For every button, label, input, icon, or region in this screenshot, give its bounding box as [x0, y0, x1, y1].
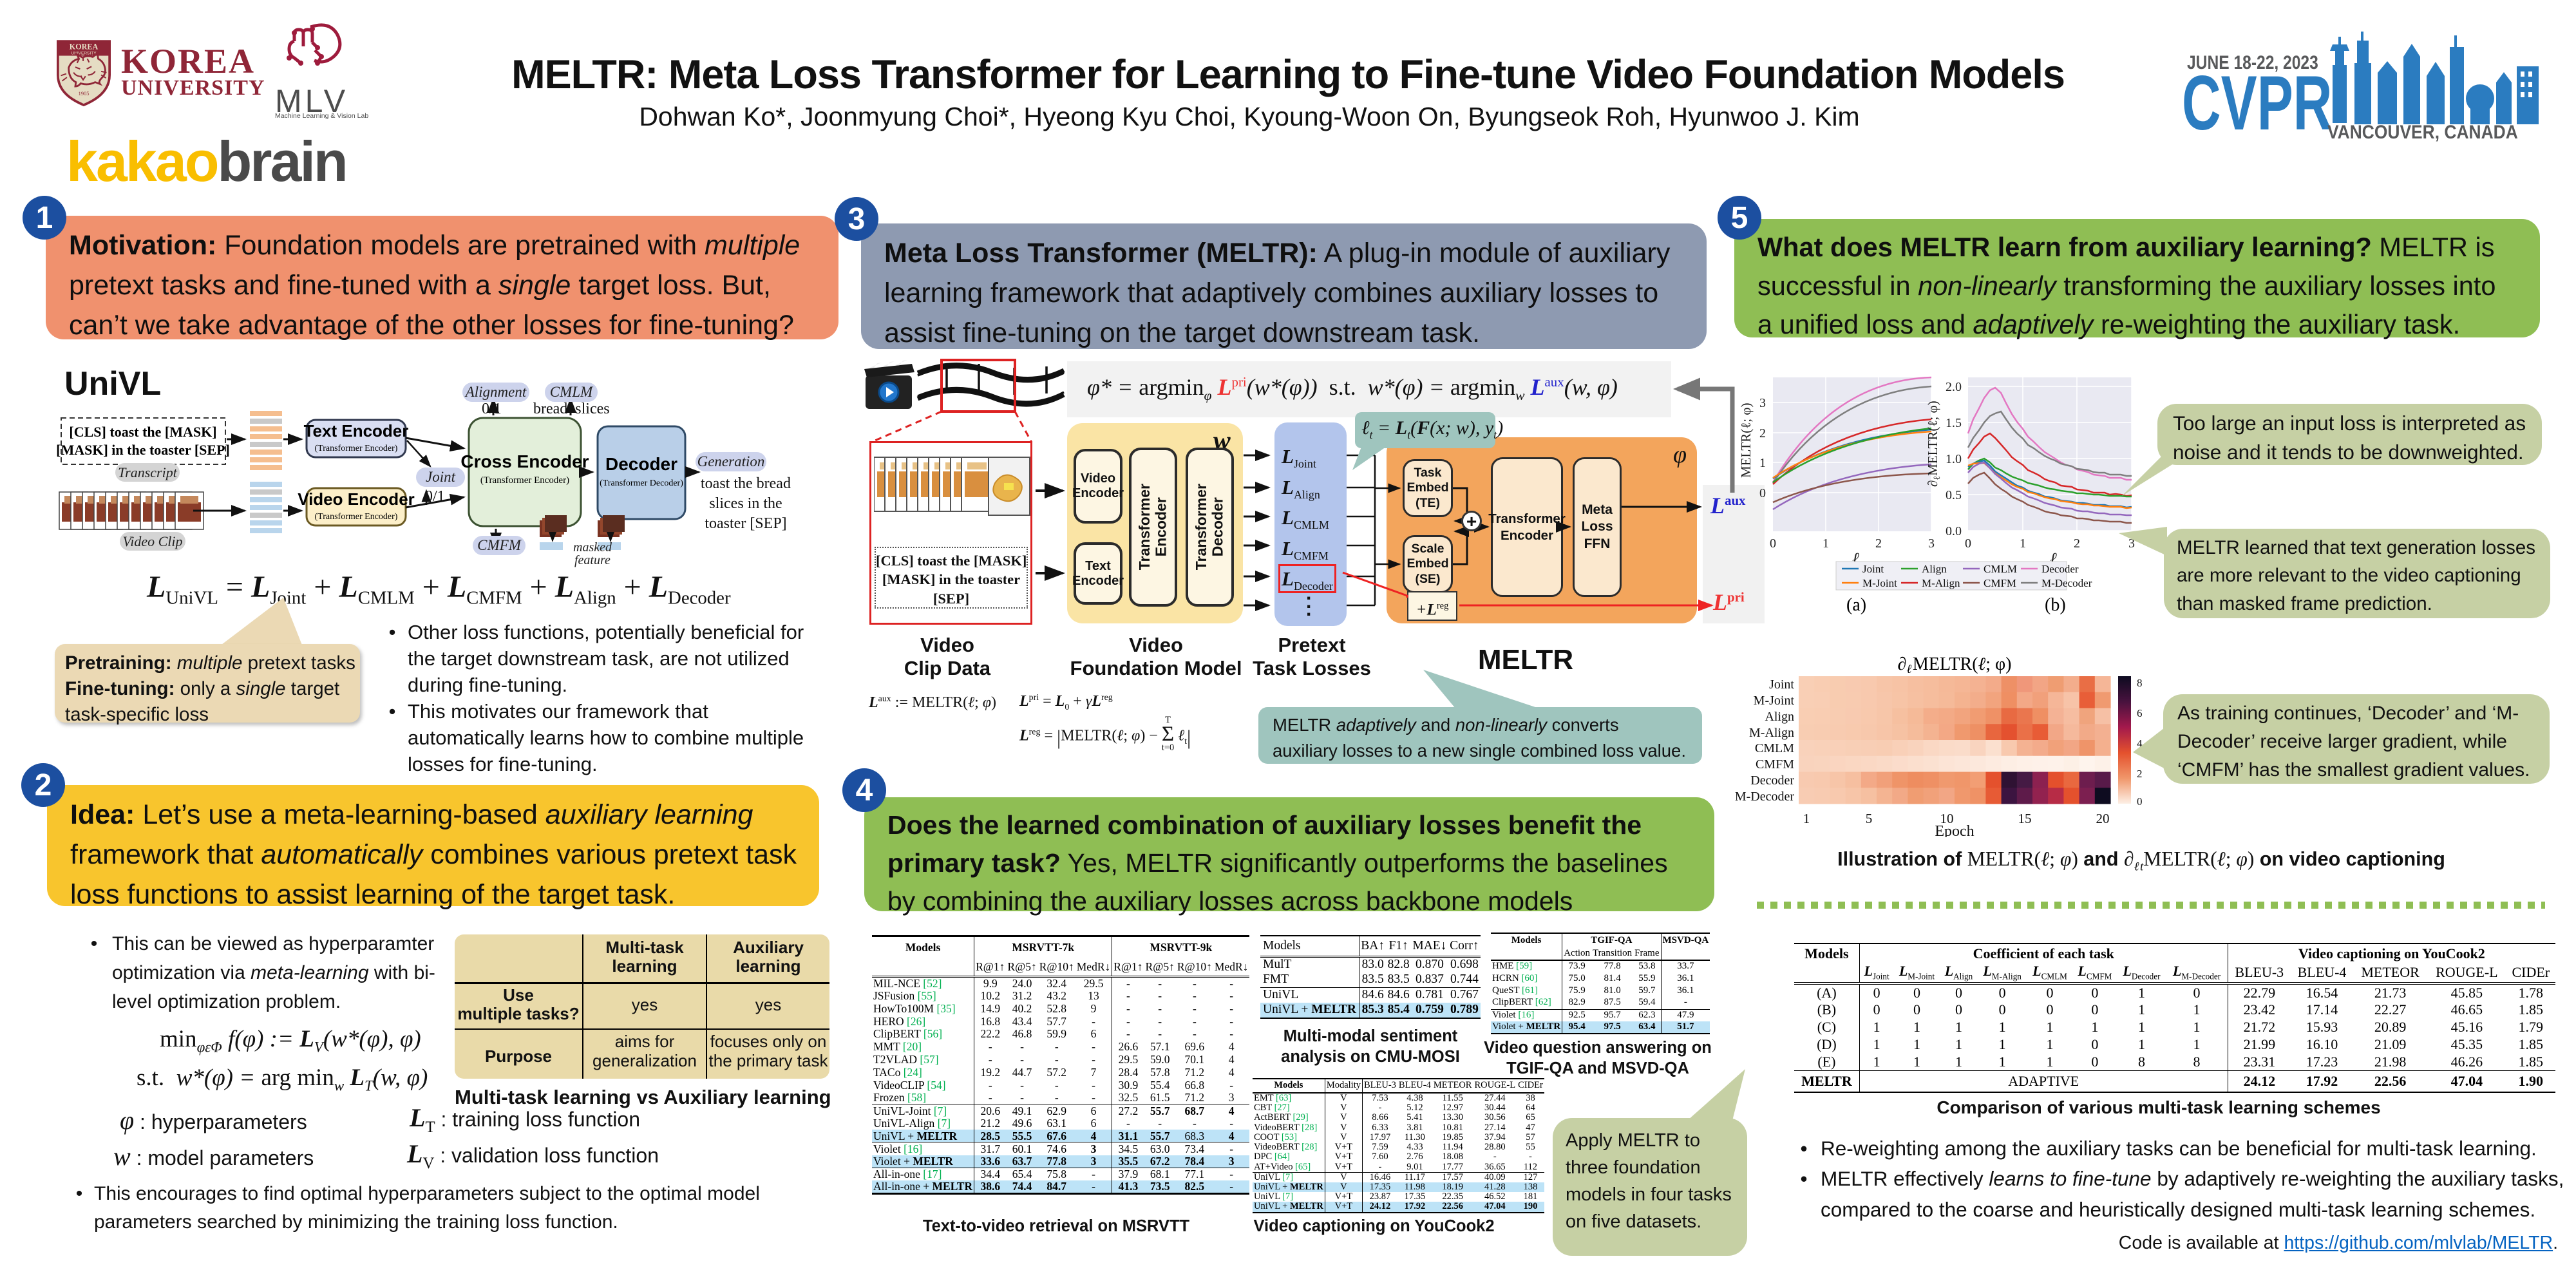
svg-text:Decoder: Decoder [1750, 773, 1794, 788]
svg-text:ℓ: ℓ [1852, 549, 1859, 568]
svg-text:0: 0 [1965, 536, 1971, 551]
svg-text:(b): (b) [2045, 595, 2066, 615]
svg-text:20: 20 [2096, 811, 2110, 826]
svg-text:4: 4 [2137, 737, 2143, 750]
svg-text:Decoder: Decoder [605, 454, 677, 474]
svg-text:5: 5 [1866, 811, 1873, 826]
svg-text:Align: Align [1922, 563, 1947, 575]
svg-text:M-Decoder: M-Decoder [2041, 577, 2092, 589]
svg-text:(Transformer Encoder): (Transformer Encoder) [315, 444, 398, 453]
svg-text:CMFM: CMFM [1756, 757, 1794, 772]
svg-text:(Transformer Decoder): (Transformer Decoder) [600, 478, 683, 488]
svg-text:Joint: Joint [1769, 677, 1794, 692]
svg-text:1: 1 [1823, 536, 1829, 551]
svg-text:0: 0 [1759, 486, 1766, 500]
svg-text:M-Decoder: M-Decoder [1735, 790, 1795, 804]
svg-text:Align: Align [1765, 710, 1794, 724]
svg-text:3: 3 [1759, 396, 1766, 410]
svg-text:[MASK] in the toaster [SEP]: [MASK] in the toaster [SEP] [56, 442, 230, 458]
svg-text:[CLS] toast the [MASK]: [CLS] toast the [MASK] [69, 424, 216, 440]
svg-text:0.0: 0.0 [1946, 524, 1962, 538]
svg-text:feature: feature [574, 553, 611, 567]
svg-text:masked: masked [573, 540, 612, 554]
svg-text:MELTR(ℓ; φ): MELTR(ℓ; φ) [1738, 403, 1754, 478]
svg-text:Video Encoder: Video Encoder [298, 489, 415, 509]
svg-text:3: 3 [1928, 536, 1935, 551]
svg-text:Decoder: Decoder [2041, 563, 2079, 575]
svg-text:1.5: 1.5 [1946, 416, 1962, 430]
svg-text:1: 1 [2020, 536, 2026, 551]
svg-text:1: 1 [1803, 811, 1810, 826]
svg-text:0: 0 [2137, 795, 2143, 808]
svg-text:2: 2 [1759, 426, 1766, 440]
svg-text:0: 0 [1770, 536, 1776, 551]
svg-text:Cross Encoder: Cross Encoder [460, 451, 589, 471]
svg-text:CMLM: CMLM [1755, 741, 1794, 755]
svg-text:KOREA: KOREA [70, 42, 99, 51]
svg-text:0.5: 0.5 [1946, 488, 1962, 502]
svg-text:10: 10 [1940, 811, 1954, 826]
svg-text:CMLM: CMLM [1984, 563, 2017, 575]
svg-text:Text Encoder: Text Encoder [304, 421, 409, 440]
svg-text:3: 3 [2128, 536, 2135, 551]
svg-text:∂ℓ MELTR(ℓ; φ): ∂ℓ MELTR(ℓ; φ) [1898, 654, 2012, 676]
svg-text:M-Joint: M-Joint [1862, 577, 1897, 589]
svg-text:15: 15 [2018, 811, 2032, 826]
svg-text:(a): (a) [1846, 595, 1866, 615]
svg-text:1.0: 1.0 [1946, 452, 1962, 466]
svg-text:2.0: 2.0 [1946, 380, 1962, 394]
svg-text:Joint: Joint [1862, 563, 1884, 575]
svg-text:Epoch: Epoch [1935, 823, 1974, 837]
svg-text:M-Joint: M-Joint [1754, 694, 1795, 708]
svg-text:1905: 1905 [79, 91, 90, 97]
svg-text:8: 8 [2137, 677, 2143, 689]
svg-text:6: 6 [2137, 707, 2143, 719]
svg-text:UNIVERSITY: UNIVERSITY [71, 52, 97, 56]
svg-text:∂ℓMELTR(ℓ; φ): ∂ℓMELTR(ℓ; φ) [1925, 401, 1942, 487]
svg-text:M-Align: M-Align [1749, 726, 1794, 740]
svg-text:M-Align: M-Align [1922, 577, 1960, 589]
svg-text:(Transformer Encoder): (Transformer Encoder) [480, 475, 569, 486]
svg-text:1: 1 [1759, 456, 1766, 470]
svg-text:2: 2 [1875, 536, 1882, 551]
svg-text:ℓ: ℓ [2050, 549, 2057, 568]
svg-text:2: 2 [2074, 536, 2080, 551]
svg-text:CMFM: CMFM [1984, 577, 2016, 589]
svg-text:(Transformer Encoder): (Transformer Encoder) [315, 512, 398, 522]
svg-text:2: 2 [2137, 768, 2143, 780]
